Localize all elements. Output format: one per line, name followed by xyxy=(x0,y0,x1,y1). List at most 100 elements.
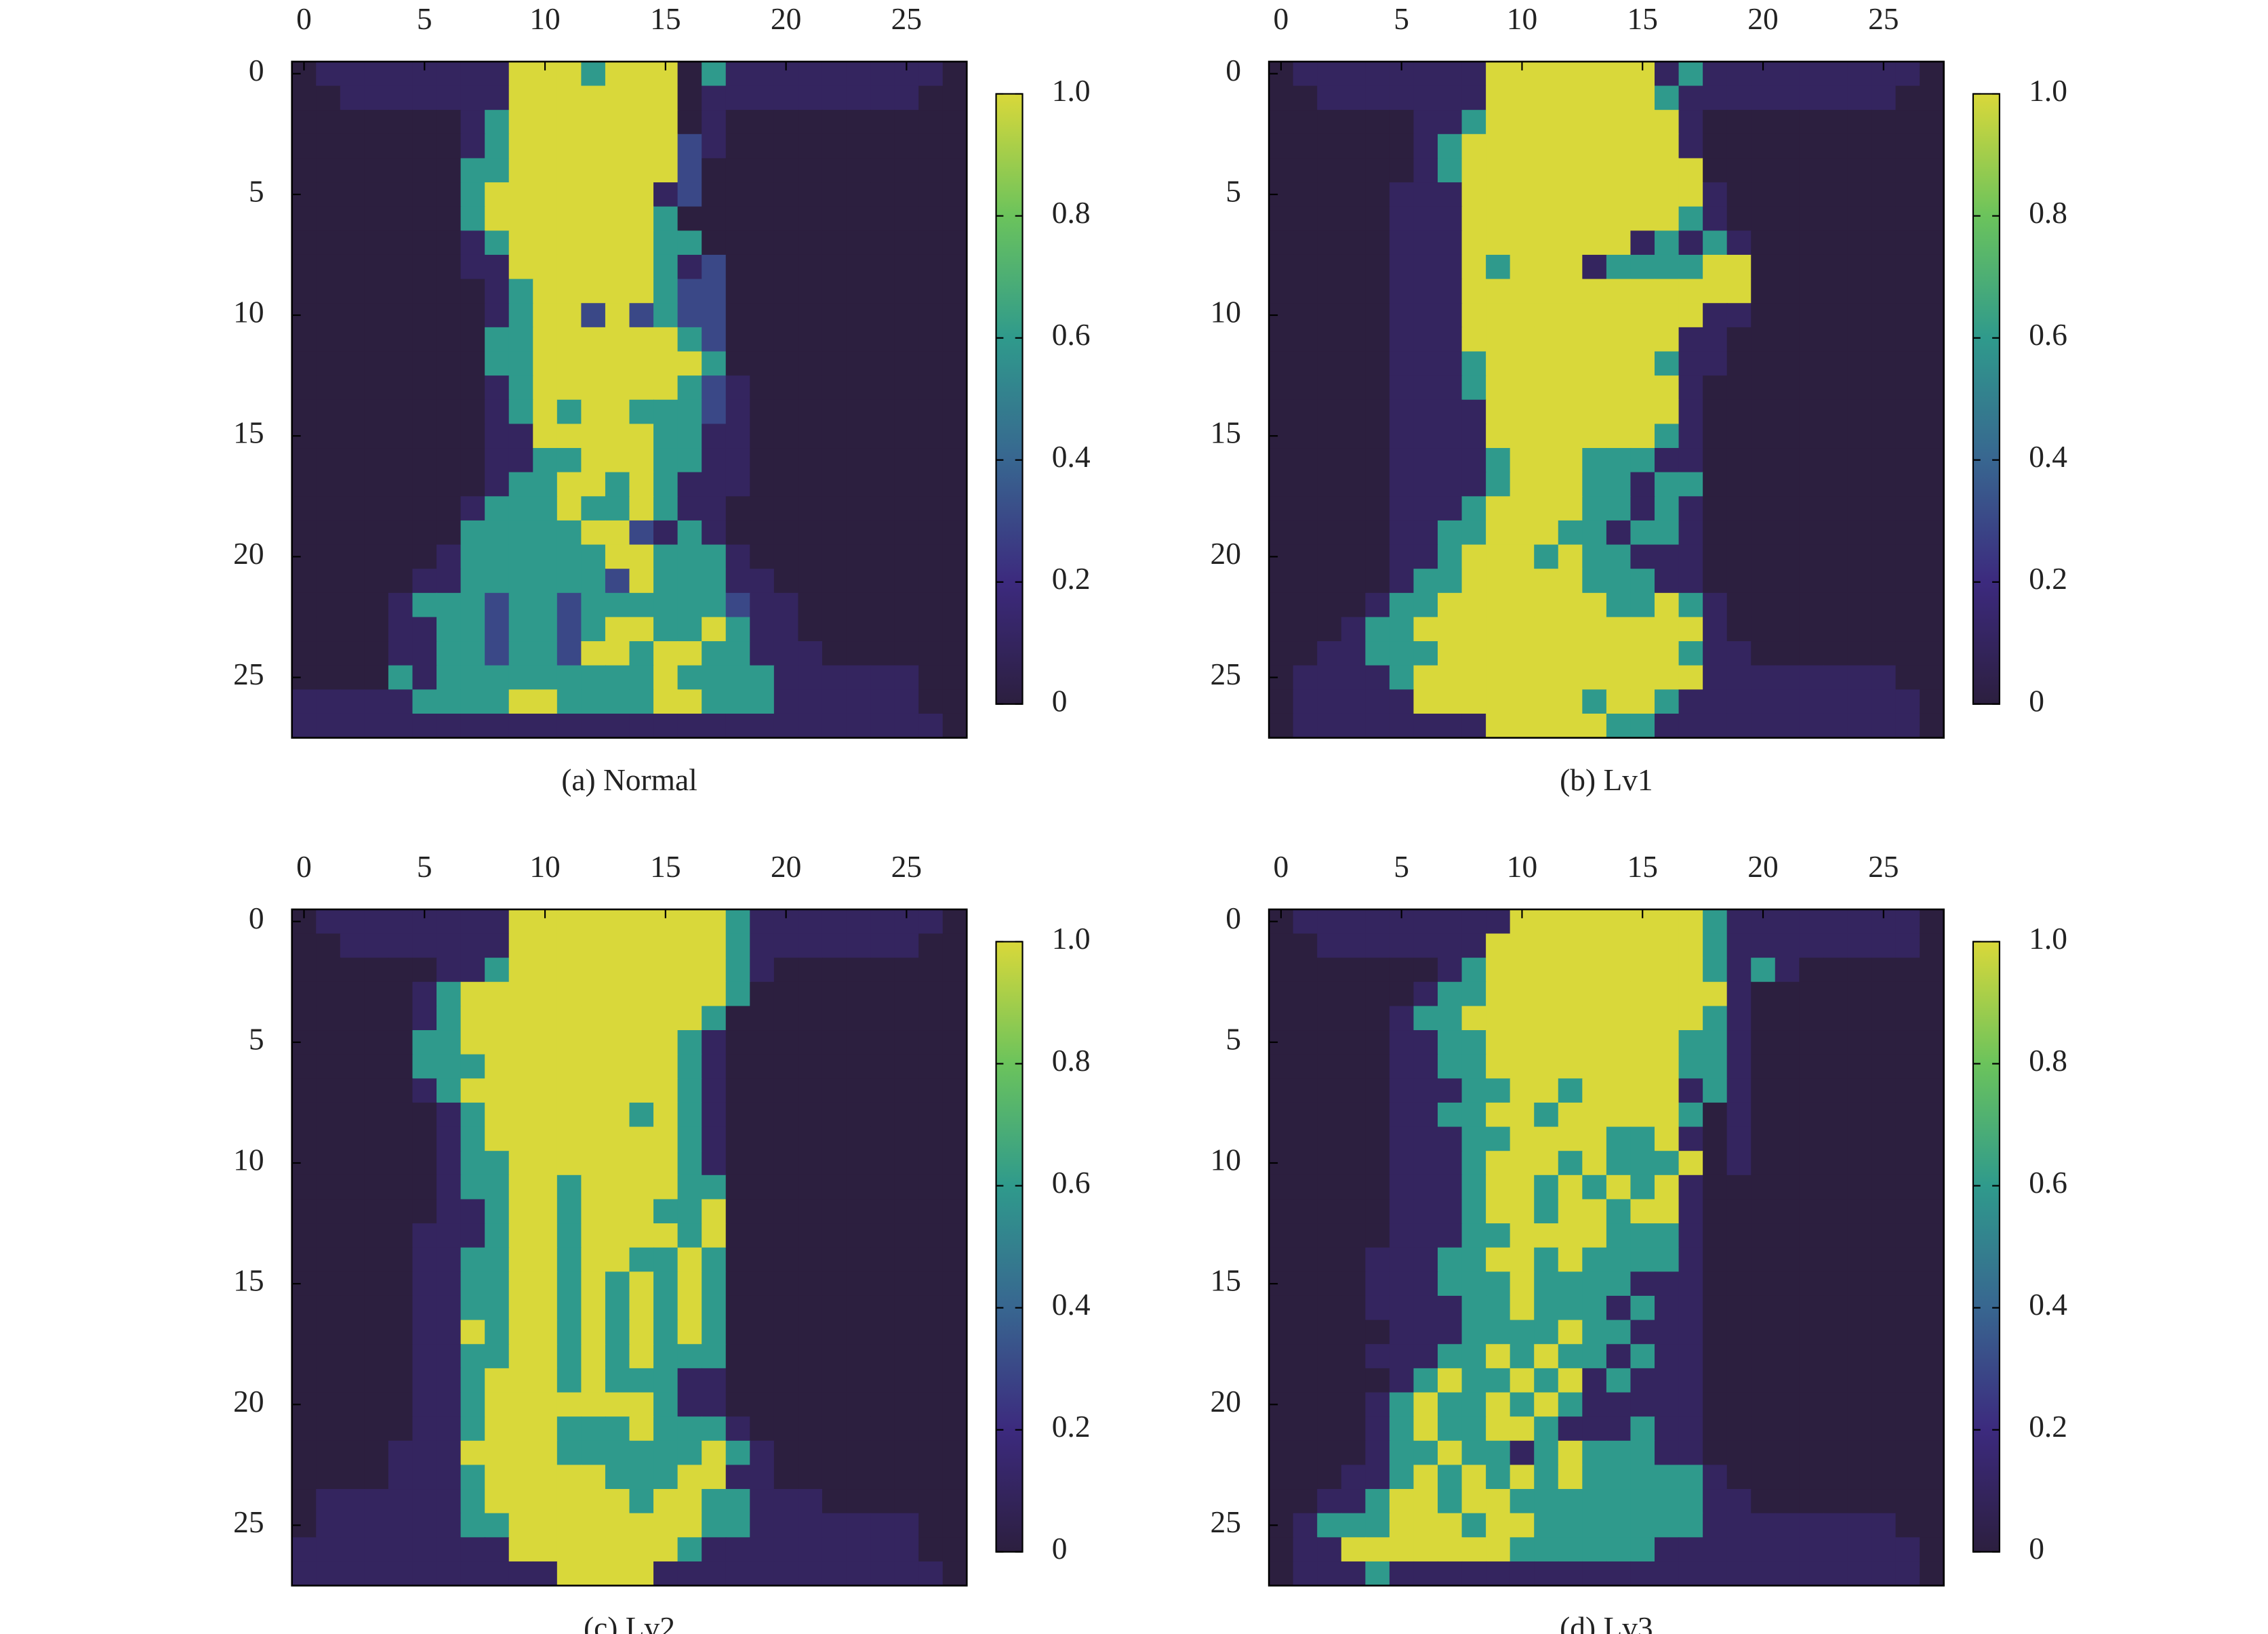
heatmap-cell xyxy=(316,1561,341,1587)
heatmap-cell xyxy=(702,424,727,449)
heatmap-cell xyxy=(1606,1440,1632,1466)
heatmap-cell xyxy=(1438,544,1463,570)
heatmap-cell xyxy=(798,61,823,87)
heatmap-cell xyxy=(1486,1030,1511,1055)
heatmap-cell xyxy=(581,569,606,594)
heatmap-cell xyxy=(1413,1102,1438,1128)
heatmap-cell xyxy=(1582,909,1607,935)
heatmap-cell xyxy=(1847,520,1872,546)
heatmap-cell xyxy=(556,424,582,449)
heatmap-cell xyxy=(485,327,510,352)
heatmap-cell xyxy=(1438,424,1463,449)
heatmap-cell xyxy=(316,1416,341,1442)
heatmap-cell xyxy=(1678,641,1703,666)
heatmap-cell xyxy=(725,617,751,642)
heatmap-cell xyxy=(822,303,847,328)
heatmap-cell xyxy=(485,1102,510,1128)
heatmap-cell xyxy=(1510,713,1535,739)
heatmap-cell xyxy=(1461,399,1486,425)
heatmap-cell xyxy=(605,351,630,376)
heatmap-cell xyxy=(750,424,775,449)
heatmap-cell xyxy=(1823,713,1848,739)
heatmap-cell xyxy=(677,351,703,376)
heatmap-cell xyxy=(605,1030,630,1055)
heatmap-cell xyxy=(460,399,486,425)
heatmap-cell xyxy=(1847,1344,1872,1369)
heatmap-cell xyxy=(1678,1513,1703,1538)
heatmap-cell xyxy=(1678,1175,1703,1200)
heatmap-cell xyxy=(1630,1320,1655,1345)
heatmap-cell xyxy=(581,496,606,521)
heatmap-cell xyxy=(340,158,365,183)
heatmap-cell xyxy=(437,1223,462,1248)
heatmap-cell xyxy=(533,134,558,159)
heatmap-cell xyxy=(894,617,920,642)
heatmap-cell xyxy=(846,592,871,618)
heatmap-cell xyxy=(1341,496,1366,521)
heatmap-cell xyxy=(412,1465,437,1490)
heatmap-cell xyxy=(1438,448,1463,473)
heatmap-cell xyxy=(1751,230,1776,256)
heatmap-cell xyxy=(1438,958,1463,983)
heatmap-cell xyxy=(533,1006,558,1031)
heatmap-cell xyxy=(1895,351,1920,376)
heatmap-cell xyxy=(316,254,341,280)
heatmap-cell xyxy=(750,110,775,135)
heatmap-cell xyxy=(412,689,437,714)
heatmap-cell xyxy=(1920,230,1945,256)
heatmap-cell xyxy=(750,1416,775,1442)
heatmap-cell xyxy=(1461,569,1486,594)
heatmap-cell xyxy=(1534,1513,1559,1538)
heatmap-cell xyxy=(677,1295,703,1321)
heatmap-cell xyxy=(1751,110,1776,135)
heatmap-cell xyxy=(1317,1320,1342,1345)
heatmap-cell xyxy=(388,375,413,401)
heatmap-cell xyxy=(437,617,462,642)
heatmap-cell xyxy=(605,1465,630,1490)
heatmap-cell xyxy=(1341,110,1366,135)
heatmap-cell xyxy=(653,85,679,111)
heatmap-cell xyxy=(677,1392,703,1418)
heatmap-cell xyxy=(1486,1561,1511,1587)
heatmap-cell xyxy=(605,1489,630,1514)
heatmap-cell xyxy=(1461,1030,1486,1055)
heatmap-cell xyxy=(1630,617,1655,642)
y-tick-label: 0 xyxy=(1226,54,1241,87)
heatmap-cell xyxy=(1461,1102,1486,1128)
heatmap-cell xyxy=(1726,1513,1752,1538)
heatmap-cell xyxy=(1630,1078,1655,1103)
heatmap-cell xyxy=(316,1030,341,1055)
heatmap-cell xyxy=(460,617,486,642)
heatmap-cell xyxy=(798,1392,823,1418)
heatmap-cell xyxy=(508,279,534,304)
heatmap-cell xyxy=(1461,61,1486,87)
heatmap-cell xyxy=(798,1537,823,1562)
heatmap-cell xyxy=(1726,1440,1752,1466)
heatmap-cell xyxy=(1413,303,1438,328)
heatmap-cell xyxy=(725,182,751,207)
heatmap-cell xyxy=(556,689,582,714)
heatmap-cell xyxy=(1751,1102,1776,1128)
heatmap-cell xyxy=(870,496,895,521)
heatmap-cell xyxy=(1871,1489,1897,1514)
heatmap-cell xyxy=(870,520,895,546)
heatmap-cell xyxy=(1438,1102,1463,1128)
heatmap-cell xyxy=(702,1126,727,1152)
heatmap-cell xyxy=(291,1126,317,1152)
heatmap-cell xyxy=(629,472,654,497)
heatmap-cell xyxy=(1293,1126,1318,1152)
heatmap-cell xyxy=(581,1054,606,1080)
heatmap-cell xyxy=(1678,279,1703,304)
heatmap-cell xyxy=(870,1537,895,1562)
heatmap-cell xyxy=(1751,472,1776,497)
heatmap-cell xyxy=(773,327,799,352)
heatmap-cell xyxy=(1413,327,1438,352)
heatmap-cell xyxy=(1510,1054,1535,1080)
heatmap-cell xyxy=(750,472,775,497)
heatmap-cell xyxy=(1293,1537,1318,1562)
heatmap-cell xyxy=(437,472,462,497)
heatmap-cell xyxy=(1510,1175,1535,1200)
heatmap-cell xyxy=(1871,472,1897,497)
heatmap-cell xyxy=(822,981,847,1007)
heatmap-cell xyxy=(653,1006,679,1031)
